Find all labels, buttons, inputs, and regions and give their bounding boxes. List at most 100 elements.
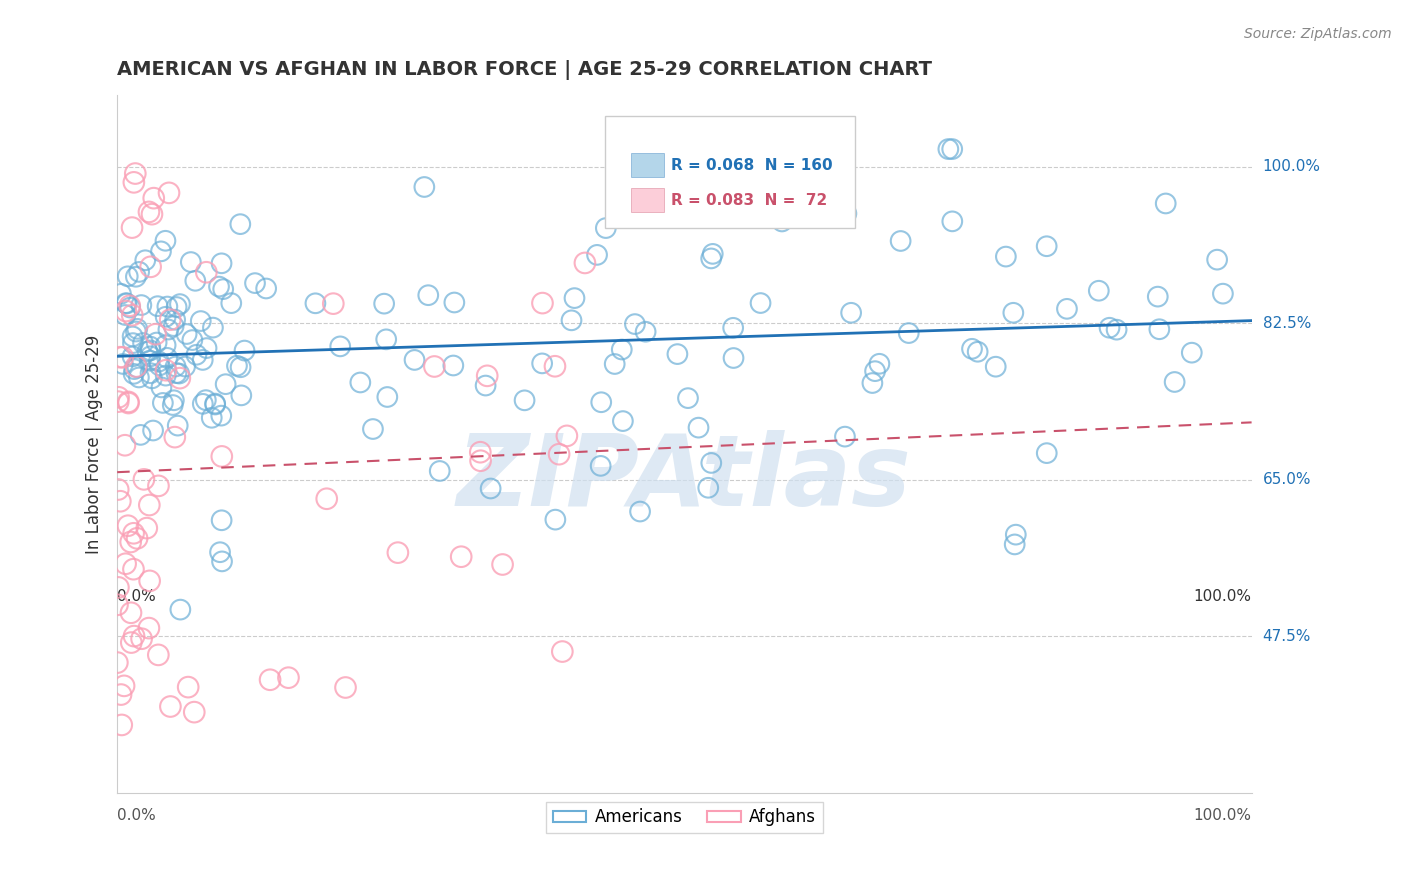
Point [470, 445, 492, 459]
Point [155, 363, 177, 377]
Point [135, 521, 157, 535]
Point [702, 247, 724, 261]
Point [1154, 196, 1177, 211]
Point [479, 482, 502, 496]
Point [211, 513, 233, 527]
Point [184, 274, 207, 288]
Point [404, 353, 426, 368]
Text: 0.0%: 0.0% [117, 589, 156, 604]
Point [114, 438, 136, 452]
Point [122, 629, 145, 643]
Point [315, 491, 337, 506]
Point [676, 391, 699, 405]
Point [418, 288, 440, 302]
Point [117, 396, 139, 410]
Point [938, 142, 960, 156]
Point [122, 526, 145, 541]
Point [138, 621, 160, 635]
Point [335, 681, 357, 695]
Point [688, 420, 710, 434]
Point [233, 343, 256, 358]
Point [1004, 527, 1026, 541]
Point [120, 301, 142, 315]
Point [231, 388, 253, 402]
Point [555, 429, 578, 443]
Text: R = 0.068  N = 160: R = 0.068 N = 160 [671, 158, 832, 173]
Text: 82.5%: 82.5% [1263, 316, 1310, 331]
Point [897, 326, 920, 340]
Point [243, 276, 266, 290]
Point [474, 378, 496, 392]
Point [166, 300, 188, 314]
Text: AMERICAN VS AFGHAN IN LABOR FORCE | AGE 25-29 CORRELATION CHART: AMERICAN VS AFGHAN IN LABOR FORCE | AGE … [117, 60, 932, 79]
Point [1004, 537, 1026, 551]
Point [994, 250, 1017, 264]
Point [120, 635, 142, 649]
Point [443, 295, 465, 310]
Point [586, 248, 609, 262]
Point [219, 296, 242, 310]
Point [209, 545, 232, 559]
Point [226, 359, 249, 373]
Point [759, 179, 782, 194]
Point [148, 479, 170, 493]
Point [125, 359, 148, 374]
Point [167, 367, 190, 381]
Point [984, 359, 1007, 374]
Point [159, 312, 181, 326]
Point [169, 602, 191, 616]
Point [169, 297, 191, 311]
Point [477, 368, 499, 383]
Point [190, 314, 212, 328]
Point [628, 504, 651, 518]
Point [548, 447, 571, 461]
Point [603, 357, 626, 371]
Text: Source: ZipAtlas.com: Source: ZipAtlas.com [1244, 27, 1392, 41]
Point [612, 414, 634, 428]
Point [544, 513, 567, 527]
Point [142, 191, 165, 205]
Point [122, 175, 145, 189]
Point [139, 366, 162, 380]
Point [131, 298, 153, 312]
Point [128, 370, 150, 384]
Point [1163, 375, 1185, 389]
Point [111, 351, 134, 365]
Point [375, 390, 398, 404]
Point [1088, 284, 1111, 298]
Point [177, 680, 200, 694]
Point [450, 549, 472, 564]
Point [835, 206, 858, 220]
Point [863, 364, 886, 378]
Text: 100.0%: 100.0% [1194, 589, 1251, 604]
Point [139, 353, 162, 368]
Point [322, 296, 344, 310]
Point [142, 424, 165, 438]
Text: 100.0%: 100.0% [1263, 160, 1320, 175]
Point [941, 214, 963, 228]
Point [107, 390, 129, 404]
Point [132, 472, 155, 486]
Point [1206, 252, 1229, 267]
Point [136, 344, 159, 359]
Point [163, 430, 186, 444]
Point [156, 351, 179, 365]
Point [162, 398, 184, 412]
Point [107, 598, 129, 612]
Point [176, 326, 198, 341]
Point [1002, 306, 1025, 320]
Point [121, 220, 143, 235]
Point [1212, 286, 1234, 301]
Point [591, 395, 613, 409]
Point [139, 340, 162, 354]
Point [1105, 323, 1128, 337]
Point [209, 409, 232, 423]
Point [304, 296, 326, 310]
Point [163, 319, 186, 334]
Point [120, 606, 142, 620]
Point [349, 376, 371, 390]
Point [149, 244, 172, 259]
Point [201, 320, 224, 334]
Point [138, 498, 160, 512]
Point [868, 357, 890, 371]
